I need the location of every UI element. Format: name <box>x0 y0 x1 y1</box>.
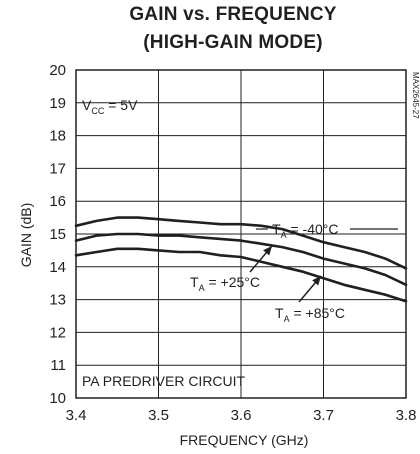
x-tick-labels: 3.4 3.5 3.6 3.7 3.8 <box>66 407 417 424</box>
y-tick-label: 14 <box>49 259 66 276</box>
part-number: MAX2645-27 <box>411 72 420 119</box>
x-tick-label: 3.8 <box>396 407 417 424</box>
x-tick-label: 3.6 <box>231 407 252 424</box>
y-axis-label: GAIN (dB) <box>18 203 34 268</box>
plot-frame <box>75 69 407 399</box>
y-tick-label: 12 <box>49 324 66 341</box>
chart-title-line2: (HIGH-GAIN MODE) <box>143 32 323 53</box>
series-line-plus85c <box>74 247 408 303</box>
x-axis-label: FREQUENCY (GHz) <box>180 432 309 448</box>
series-line-minus40c <box>74 216 408 270</box>
series-label-plus85c: TA = +85°C <box>275 305 345 324</box>
arrow-plus85c-head <box>312 276 321 286</box>
y-tick-label: 18 <box>49 128 66 145</box>
y-tick-label: 17 <box>49 160 66 177</box>
series-line-plus25c <box>74 232 408 287</box>
y-tick-label: 20 <box>49 62 66 79</box>
y-tick-label: 19 <box>49 95 66 112</box>
y-tick-labels: 10 11 12 13 14 15 16 17 18 19 20 <box>49 62 66 407</box>
x-tick-label: 3.5 <box>148 407 169 424</box>
y-tick-label: 13 <box>49 292 66 309</box>
series-lines <box>74 216 408 303</box>
vcc-label: VCC = 5V <box>82 97 138 116</box>
circuit-label: PA PREDRIVER CIRCUIT <box>82 373 246 389</box>
annotations: VCC = 5V PA PREDRIVER CIRCUIT MAX2645-27… <box>82 72 420 389</box>
grid <box>76 70 406 398</box>
y-tick-label: 11 <box>50 357 66 374</box>
series-label-plus25c: TA = +25°C <box>190 274 260 293</box>
series-label-minus40c: TA = -40°C <box>272 221 338 240</box>
x-tick-label: 3.4 <box>66 407 87 424</box>
y-tick-label: 15 <box>49 226 66 243</box>
arrow-plus25c-head <box>263 246 272 256</box>
y-tick-label: 16 <box>49 193 66 210</box>
x-tick-label: 3.7 <box>313 407 334 424</box>
y-tick-label: 10 <box>49 390 66 407</box>
chart-title-line1: GAIN vs. FREQUENCY <box>129 4 337 25</box>
